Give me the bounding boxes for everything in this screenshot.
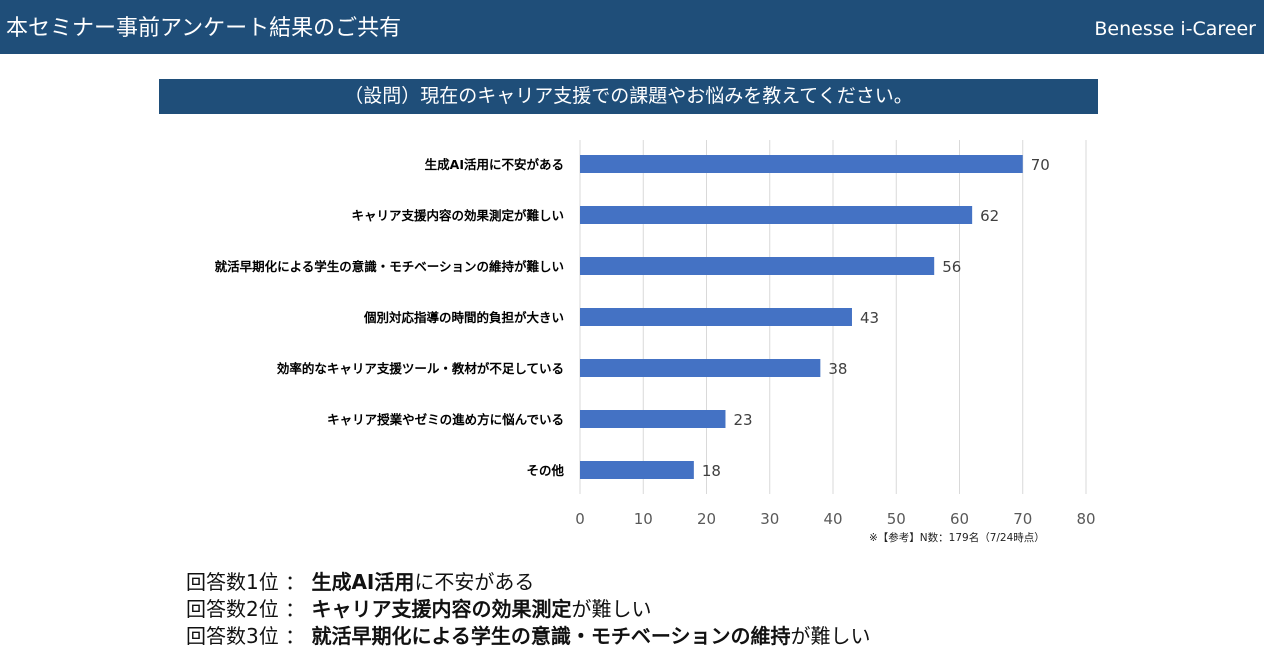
x-tick-label: 50 — [887, 510, 906, 528]
category-label: 効率的なキャリア支援ツール・教材が不足している — [277, 361, 564, 376]
data-label: 56 — [942, 258, 961, 276]
page-title: 本セミナー事前アンケート結果のご共有 — [6, 16, 402, 41]
bar — [580, 155, 1023, 173]
summary-rest: に不安がある — [414, 570, 535, 594]
data-label: 62 — [980, 207, 999, 225]
x-tick-label: 20 — [697, 510, 716, 528]
bar — [580, 257, 935, 275]
question-banner: （設問）現在のキャリア支援での課題やお悩みを教えてください。 — [159, 79, 1098, 114]
data-label: 23 — [733, 411, 752, 429]
summary-rest: が難しい — [790, 624, 871, 648]
header-bar: 本セミナー事前アンケート結果のご共有 Benesse i-Career — [0, 0, 1264, 54]
rank-label: 回答数1位 ： — [186, 570, 312, 594]
x-tick-label: 10 — [634, 510, 653, 528]
summary-line: 回答数3位 ： 就活早期化による学生の意識・モチベーションの維持が難しい — [186, 620, 870, 649]
category-label: 生成AI活用に不安がある — [425, 157, 564, 172]
summary-bold: 生成AI活用 — [311, 570, 415, 594]
brand-logo: Benesse i-Career — [1094, 18, 1256, 40]
data-label: 43 — [860, 309, 879, 327]
summary-line: 回答数2位 ： キャリア支援内容の効果測定が難しい — [186, 593, 651, 622]
bar — [580, 206, 973, 224]
data-label: 38 — [828, 360, 847, 378]
bar — [580, 359, 821, 377]
rank-label: 回答数3位 ： — [186, 624, 312, 648]
category-label: 就活早期化による学生の意識・モチベーションの維持が難しい — [215, 259, 564, 274]
summary-line: 回答数1位 ： 生成AI活用に不安がある — [186, 566, 534, 595]
x-tick-label: 60 — [950, 510, 969, 528]
category-label: キャリア支援内容の効果測定が難しい — [351, 208, 564, 223]
summary-bold: 就活早期化による学生の意識・モチベーションの維持 — [311, 624, 791, 648]
summary-bold: キャリア支援内容の効果測定 — [311, 597, 572, 621]
x-tick-label: 40 — [823, 510, 842, 528]
rank-label: 回答数2位 ： — [186, 597, 312, 621]
x-tick-label: 80 — [1076, 510, 1095, 528]
category-label: 個別対応指導の時間的負担が大きい — [363, 310, 564, 325]
category-label: その他 — [526, 463, 564, 478]
bar — [580, 410, 726, 428]
bar — [580, 461, 694, 479]
data-label: 70 — [1031, 156, 1050, 174]
x-tick-label: 70 — [1013, 510, 1032, 528]
data-label: 18 — [702, 462, 721, 480]
sample-note: ※【参考】N数：179名（7/24時点） — [869, 532, 1045, 544]
summary-rest: が難しい — [571, 597, 652, 621]
x-tick-label: 30 — [760, 510, 779, 528]
bar — [580, 308, 852, 326]
x-tick-label: 0 — [575, 510, 585, 528]
category-label: キャリア授業やゼミの進め方に悩んでいる — [327, 412, 564, 427]
